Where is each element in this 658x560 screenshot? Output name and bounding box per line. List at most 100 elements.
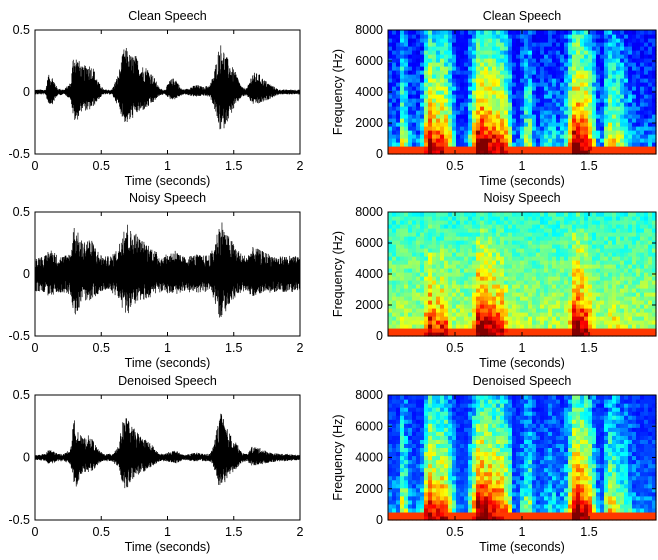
heatmap-cell [404,515,409,521]
heatmap-cell [468,38,473,43]
heatmap-cell [552,272,557,277]
heatmap-cell [476,228,481,233]
heatmap-cell [564,106,569,111]
heatmap-cell [456,491,461,497]
heatmap-cell [576,280,581,285]
heatmap-cell [452,30,457,35]
heatmap-cell [452,232,457,237]
heatmap-cell [500,54,505,59]
heatmap-cell [580,228,585,233]
heatmap-cell [396,447,401,453]
heatmap-cell [496,324,501,329]
heatmap-cell [624,232,629,237]
heatmap-cell [404,479,409,485]
heatmap-cell [424,244,429,249]
heatmap-cell [576,312,581,317]
heatmap-cell [424,54,429,59]
heatmap-cell [400,90,405,95]
heatmap-cell [548,34,553,39]
heatmap-cell [632,264,637,269]
heatmap-cell [420,499,425,505]
heatmap-cell [580,82,585,87]
heatmap-cell [476,236,481,241]
heatmap-cell [420,216,425,221]
heatmap-cell [484,58,489,63]
heatmap-cell [556,90,561,95]
heatmap-cell [420,471,425,477]
heatmap-cell [564,118,569,123]
heatmap-cell [536,70,541,75]
heatmap-cell [460,150,465,155]
heatmap-cell [528,256,533,261]
heatmap-cell [408,475,413,481]
heatmap-cell [620,324,625,329]
heatmap-cell [584,260,589,265]
heatmap-cell [520,114,525,119]
heatmap-cell [464,403,469,408]
heatmap-cell [620,288,625,293]
heatmap-cell [472,130,477,135]
heatmap-cell [452,296,457,301]
heatmap-cell [516,90,521,95]
heatmap-cell [564,62,569,67]
heatmap-cell [424,288,429,293]
heatmap-cell [468,407,473,412]
heatmap-cell [392,30,397,35]
heatmap-cell [512,102,517,107]
heatmap-cell [632,98,637,103]
heatmap-cell [508,94,513,99]
heatmap-cell [568,66,573,71]
heatmap-cell [604,320,609,325]
heatmap-cell [504,252,509,257]
heatmap-cell [608,316,613,321]
heatmap-cell [400,50,405,55]
heatmap-cell [456,443,461,449]
heatmap-cell [460,507,465,513]
heatmap-cell [464,320,469,325]
heatmap-cell [564,288,569,293]
heatmap-cell [568,288,573,293]
heatmap-cell [464,248,469,253]
heatmap-cell [476,78,481,83]
heatmap-cell [428,304,433,309]
heatmap-cell [524,296,529,301]
heatmap-cell [624,244,629,249]
heatmap-cell [532,252,537,257]
heatmap-cell [616,296,621,301]
heatmap-cell [492,292,497,297]
heatmap-cell [588,224,593,229]
heatmap-cell [516,236,521,241]
heatmap-cell [460,439,465,444]
heatmap-cell [392,70,397,75]
heatmap-cell [612,220,617,225]
heatmap-cell [440,423,445,428]
heatmap-cell [408,78,413,83]
heatmap-cell [596,332,601,337]
heatmap-cell [468,102,473,107]
heatmap-cell [448,296,453,301]
heatmap-cell [536,30,541,35]
heatmap-cell [424,320,429,325]
heatmap-cell [396,58,401,63]
heatmap-cell [580,220,585,225]
heatmap-cell [392,503,397,509]
heatmap-cell [412,455,417,461]
heatmap-cell [616,38,621,43]
heatmap-cell [604,86,609,91]
heatmap-cell [640,232,645,237]
heatmap-cell [464,503,469,509]
heatmap-cell [472,455,477,461]
heatmap-cell [552,46,557,51]
heatmap-cell [396,296,401,301]
heatmap-cell [508,114,513,119]
heatmap-cell [428,142,433,147]
heatmap-cell [404,427,409,432]
heatmap-cell [616,94,621,99]
heatmap-cell [636,212,641,217]
heatmap-cell [624,280,629,285]
heatmap-cell [448,232,453,237]
heatmap-cell [496,126,501,131]
heatmap-cell [584,66,589,71]
heatmap-cell [636,232,641,237]
heatmap-cell [628,268,633,273]
